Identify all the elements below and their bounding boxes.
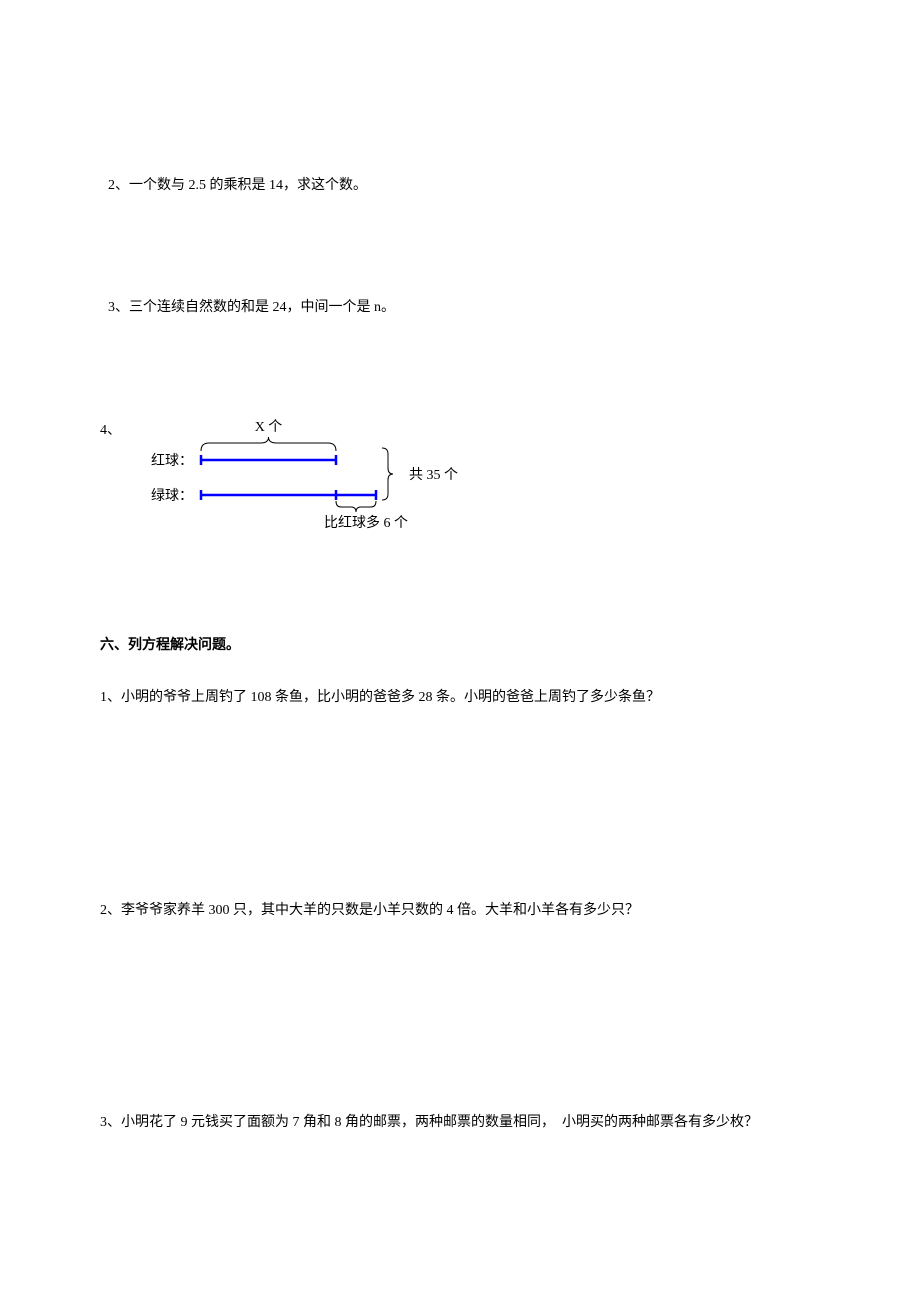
section-6-q2-text: 2、李爷爷家养羊 300 只，其中大羊的只数是小羊只数的 4 倍。大羊和小羊各有… xyxy=(100,903,639,918)
question-4-number: 4、 xyxy=(100,410,131,442)
more-label: 比红球多 6 个 xyxy=(324,514,408,531)
x-label: X 个 xyxy=(255,419,283,435)
section-6-title-text: 六、列方程解决问题。 xyxy=(100,638,240,653)
green-label: 绿球： xyxy=(151,488,193,504)
question-2: 2、一个数与 2.5 的乘积是 14，求这个数。 xyxy=(100,175,820,197)
section-6-q2: 2、李爷爷家养羊 300 只，其中大羊的只数是小羊只数的 4 倍。大羊和小羊各有… xyxy=(100,900,820,922)
right-brace xyxy=(382,448,393,500)
section-6-title: 六、列方程解决问题。 xyxy=(100,635,820,657)
question-2-text: 2、一个数与 2.5 的乘积是 14，求这个数。 xyxy=(108,178,367,193)
section-6-q1-text: 1、小明的爷爷上周钓了 108 条鱼，比小明的爸爸多 28 条。小明的爸爸上周钓… xyxy=(100,690,660,705)
total-label: 共 35 个 xyxy=(409,467,458,483)
diagram-svg: X 个 红球： 绿球： 共 35 个 xyxy=(131,415,471,535)
top-brace xyxy=(201,437,336,451)
question-3-text: 3、三个连续自然数的和是 24，中间一个是 n。 xyxy=(108,300,395,315)
section-6-q1: 1、小明的爷爷上周钓了 108 条鱼，比小明的爸爸多 28 条。小明的爸爸上周钓… xyxy=(100,687,820,709)
question-4: 4、 X 个 红球： 绿球： xyxy=(100,410,820,535)
section-6-q3-text: 3、小明花了 9 元钱买了面额为 7 角和 8 角的邮票，两种邮票的数量相同， … xyxy=(100,1115,758,1130)
bottom-brace xyxy=(336,501,376,512)
red-label: 红球： xyxy=(151,453,193,469)
question-3: 3、三个连续自然数的和是 24，中间一个是 n。 xyxy=(100,297,820,319)
section-6-q3: 3、小明花了 9 元钱买了面额为 7 角和 8 角的邮票，两种邮票的数量相同， … xyxy=(100,1112,820,1134)
bar-diagram: X 个 红球： 绿球： 共 35 个 xyxy=(131,415,471,535)
